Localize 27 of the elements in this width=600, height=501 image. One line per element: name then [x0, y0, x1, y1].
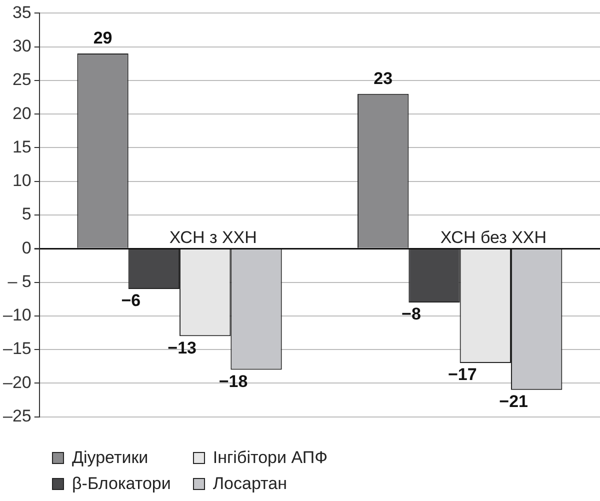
- legend-label: β-Блокатори: [72, 474, 171, 494]
- y-tick-label: – 5: [8, 272, 32, 291]
- data-label: 23: [374, 69, 393, 88]
- y-tick-label: –20: [2, 372, 32, 392]
- y-tick-label: –10: [2, 306, 32, 325]
- x-tick-label: ХСН з ХХН: [169, 228, 257, 247]
- y-tick-label: 5: [22, 204, 32, 224]
- data-label: −18: [218, 372, 248, 391]
- y-tick-label: –25: [2, 406, 32, 426]
- y-tick-label: 10: [12, 171, 32, 190]
- y-tick-label: 15: [12, 137, 32, 156]
- y-tick-label: 30: [12, 36, 32, 56]
- y-tick-label: 20: [12, 104, 32, 123]
- y-tick-label: 0: [22, 238, 32, 258]
- data-label: 29: [93, 28, 112, 48]
- data-label: −21: [499, 392, 528, 412]
- legend-label: Лосартан: [212, 474, 287, 494]
- legend-label: Діуретики: [72, 448, 148, 468]
- x-tick-label: ХСН без ХХН: [440, 228, 547, 247]
- data-label: −17: [448, 365, 477, 384]
- data-label: −6: [121, 291, 141, 310]
- legend-label: Інгібітори АПФ: [212, 448, 328, 468]
- data-label: −13: [168, 338, 197, 358]
- data-label: −8: [402, 304, 421, 324]
- y-tick-label: 35: [12, 2, 32, 22]
- y-tick-label: –15: [2, 339, 32, 358]
- y-tick-label: 25: [12, 70, 32, 90]
